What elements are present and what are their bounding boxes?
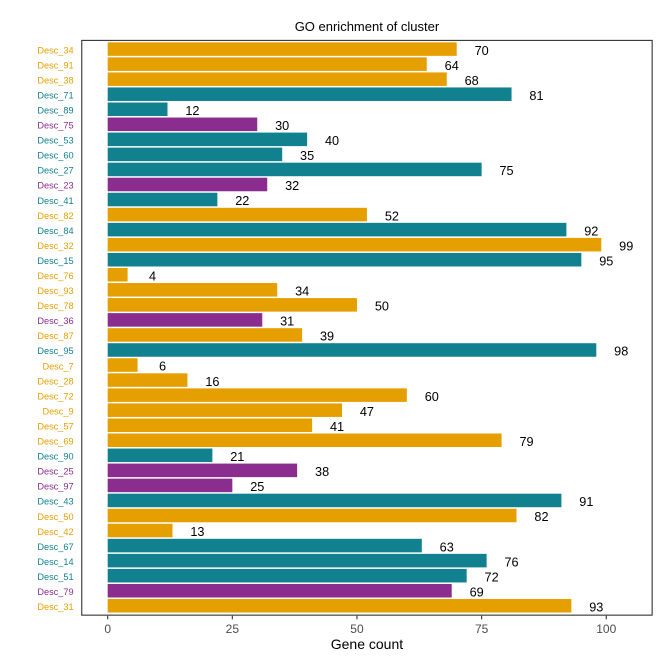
svg-text:75: 75	[499, 164, 513, 178]
svg-text:25: 25	[226, 622, 240, 636]
svg-text:Desc_25: Desc_25	[37, 467, 73, 477]
svg-text:92: 92	[584, 224, 598, 238]
svg-text:25: 25	[250, 480, 264, 494]
svg-text:Desc_60: Desc_60	[37, 151, 73, 161]
svg-text:6: 6	[159, 360, 166, 374]
svg-text:Desc_84: Desc_84	[37, 226, 73, 236]
svg-text:75: 75	[475, 622, 489, 636]
svg-text:Desc_31: Desc_31	[37, 602, 73, 612]
svg-text:Desc_14: Desc_14	[37, 557, 73, 567]
svg-text:Desc_75: Desc_75	[37, 121, 73, 131]
svg-text:Desc_89: Desc_89	[37, 106, 73, 116]
svg-text:31: 31	[280, 315, 294, 329]
svg-text:100: 100	[596, 622, 616, 636]
svg-text:35: 35	[300, 149, 314, 163]
svg-text:Desc_32: Desc_32	[37, 241, 73, 251]
svg-text:50: 50	[375, 300, 389, 314]
svg-text:4: 4	[149, 269, 156, 283]
svg-text:Desc_67: Desc_67	[37, 542, 73, 552]
svg-text:Desc_95: Desc_95	[37, 346, 73, 356]
svg-text:13: 13	[190, 525, 204, 539]
svg-text:Desc_78: Desc_78	[37, 301, 73, 311]
svg-text:79: 79	[519, 435, 533, 449]
svg-text:91: 91	[579, 495, 593, 509]
svg-text:0: 0	[104, 622, 111, 636]
svg-text:30: 30	[275, 119, 289, 133]
svg-text:99: 99	[619, 239, 633, 253]
svg-text:Desc_87: Desc_87	[37, 331, 73, 341]
svg-text:70: 70	[475, 44, 489, 58]
svg-text:47: 47	[360, 405, 374, 419]
svg-text:98: 98	[614, 345, 628, 359]
svg-text:Gene count: Gene count	[331, 636, 403, 652]
svg-text:93: 93	[589, 600, 603, 614]
svg-text:69: 69	[470, 585, 484, 599]
svg-text:Desc_9: Desc_9	[42, 406, 73, 416]
svg-text:81: 81	[529, 89, 543, 103]
svg-text:Desc_91: Desc_91	[37, 60, 73, 70]
svg-text:Desc_42: Desc_42	[37, 527, 73, 537]
svg-text:Desc_72: Desc_72	[37, 391, 73, 401]
svg-text:41: 41	[330, 420, 344, 434]
svg-text:Desc_79: Desc_79	[37, 587, 73, 597]
svg-text:64: 64	[445, 59, 459, 73]
svg-text:82: 82	[534, 510, 548, 524]
svg-text:Desc_53: Desc_53	[37, 136, 73, 146]
svg-text:22: 22	[235, 194, 249, 208]
svg-text:Desc_36: Desc_36	[37, 316, 73, 326]
svg-text:Desc_7: Desc_7	[42, 361, 73, 371]
svg-text:60: 60	[425, 390, 439, 404]
svg-text:76: 76	[504, 555, 518, 569]
svg-text:Desc_97: Desc_97	[37, 482, 73, 492]
svg-text:34: 34	[295, 285, 309, 299]
svg-text:Desc_57: Desc_57	[37, 421, 73, 431]
svg-text:Desc_76: Desc_76	[37, 271, 73, 281]
svg-text:Desc_41: Desc_41	[37, 196, 73, 206]
svg-text:Desc_90: Desc_90	[37, 452, 73, 462]
svg-text:40: 40	[325, 134, 339, 148]
svg-text:63: 63	[440, 540, 454, 554]
svg-text:Desc_82: Desc_82	[37, 211, 73, 221]
svg-text:Desc_23: Desc_23	[37, 181, 73, 191]
svg-text:Desc_28: Desc_28	[37, 376, 73, 386]
svg-text:Desc_34: Desc_34	[37, 45, 73, 55]
svg-text:Desc_15: Desc_15	[37, 256, 73, 266]
svg-text:Desc_43: Desc_43	[37, 497, 73, 507]
svg-text:68: 68	[465, 74, 479, 88]
svg-text:Desc_69: Desc_69	[37, 437, 73, 447]
svg-text:Desc_71: Desc_71	[37, 90, 73, 100]
svg-text:95: 95	[599, 254, 613, 268]
svg-text:50: 50	[350, 622, 364, 636]
svg-text:12: 12	[185, 104, 199, 118]
svg-text:Desc_27: Desc_27	[37, 166, 73, 176]
svg-text:38: 38	[315, 465, 329, 479]
svg-text:Desc_51: Desc_51	[37, 572, 73, 582]
svg-text:Desc_93: Desc_93	[37, 286, 73, 296]
svg-text:72: 72	[485, 570, 499, 584]
svg-text:Desc_50: Desc_50	[37, 512, 73, 522]
svg-text:GO enrichment of cluster: GO enrichment of cluster	[295, 19, 440, 34]
svg-text:39: 39	[320, 330, 334, 344]
svg-text:52: 52	[385, 209, 399, 223]
svg-text:16: 16	[205, 375, 219, 389]
svg-text:21: 21	[230, 450, 244, 464]
svg-text:Desc_38: Desc_38	[37, 75, 73, 85]
svg-text:32: 32	[285, 179, 299, 193]
